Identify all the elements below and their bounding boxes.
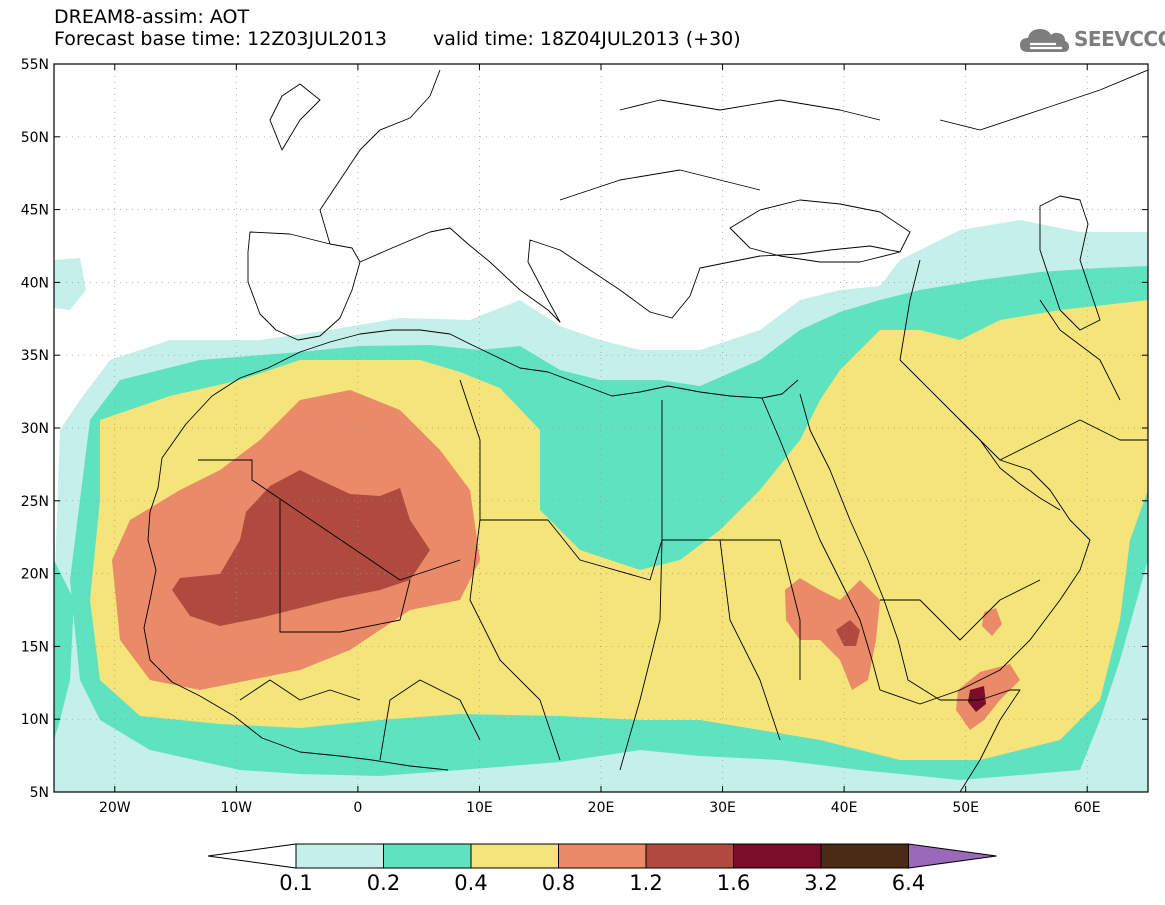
- lat-tick-label: 55N: [21, 57, 49, 73]
- lat-tick-label: 35N: [21, 348, 49, 364]
- colorbar-bin: [558, 843, 647, 869]
- colorbar-over-triangle: [908, 843, 997, 869]
- lat-tick-label: 20N: [21, 567, 49, 583]
- product-title: DREAM8-assim: AOT: [54, 6, 250, 28]
- colorbar-level-label: 0.1: [279, 871, 312, 895]
- lon-tick-label: 50E: [952, 800, 979, 816]
- seevccc-logo: SEEVCCC: [1018, 22, 1165, 56]
- forecast-base-time: Forecast base time: 12Z03JUL2013: [54, 28, 387, 50]
- lat-tick-label: 45N: [21, 203, 49, 219]
- colorbar-level-label: 6.4: [892, 871, 925, 895]
- colorbar-level-label: 1.2: [629, 871, 662, 895]
- lat-tick-label: 25N: [21, 494, 49, 510]
- lon-tick-label: 40E: [831, 800, 858, 816]
- lat-tick-label: 30N: [21, 421, 49, 437]
- aot-contour-fills: [54, 220, 1148, 792]
- aot-region-12-16: [172, 470, 860, 646]
- map-title-block: DREAM8-assim: AOT Forecast base time: 12…: [54, 6, 741, 50]
- colorbar-level-label: 1.6: [717, 871, 750, 895]
- lon-tick-label: 0: [353, 800, 362, 816]
- map-axis-ticks: 55N 50N 45N 40N 35N 30N 25N 20N 15N 10N 5N 20W 10W 0 1…: [21, 57, 1148, 816]
- cloud-logo-icon: [1020, 29, 1069, 52]
- time-info: Forecast base time: 12Z03JUL2013 valid ti…: [54, 28, 741, 50]
- lon-tick-label: 20W: [99, 800, 131, 816]
- colorbar-bin: [820, 843, 909, 869]
- aot-region-08-12: [112, 390, 1020, 730]
- colorbar-bin: [645, 843, 734, 869]
- map-grid: [54, 64, 1148, 792]
- country-borders: [143, 69, 1148, 792]
- colorbar-under-triangle: [207, 843, 297, 869]
- valid-time: valid time: 18Z04JUL2013 (+30): [432, 28, 741, 50]
- colorbar-bin: [295, 843, 384, 869]
- map-canvas: [54, 64, 1148, 792]
- aot-region-16-32: [968, 686, 986, 712]
- lon-tick-label: 30E: [709, 800, 736, 816]
- colorbar-bin: [383, 843, 472, 869]
- lat-tick-label: 5N: [30, 785, 49, 801]
- colorbar-bin: [733, 843, 822, 869]
- colorbar-level-label: 0.2: [367, 871, 400, 895]
- lat-tick-label: 40N: [21, 275, 49, 291]
- colorbar-level-label: 0.8: [542, 871, 575, 895]
- lon-tick-label: 10E: [466, 800, 493, 816]
- lat-tick-label: 15N: [21, 639, 49, 655]
- colorbar-level-label: 3.2: [804, 871, 837, 895]
- lat-tick-label: 10N: [21, 712, 49, 728]
- colorbar-bin: [470, 843, 559, 869]
- brand-label: SEEVCCC: [1074, 27, 1165, 51]
- lon-tick-label: 60E: [1074, 800, 1101, 816]
- colorbar-level-label: 0.4: [454, 871, 487, 895]
- lon-tick-label: 10W: [220, 800, 252, 816]
- lon-tick-label: 20E: [588, 800, 615, 816]
- lat-tick-label: 50N: [21, 130, 49, 146]
- colorbar: 0.1 0.2 0.4 0.8 1.2 1.6 3.2 6.4: [207, 843, 997, 895]
